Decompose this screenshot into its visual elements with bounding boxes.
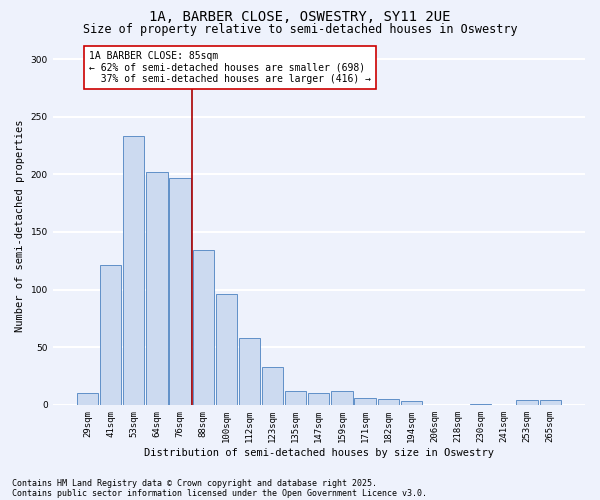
- Bar: [169, 178, 191, 405]
- Bar: [146, 172, 167, 405]
- Bar: [355, 398, 376, 405]
- Bar: [517, 400, 538, 405]
- Bar: [331, 391, 353, 405]
- Bar: [262, 367, 283, 405]
- Bar: [123, 136, 145, 405]
- Bar: [401, 402, 422, 405]
- Bar: [77, 394, 98, 405]
- Bar: [239, 338, 260, 405]
- Text: Size of property relative to semi-detached houses in Oswestry: Size of property relative to semi-detach…: [83, 22, 517, 36]
- X-axis label: Distribution of semi-detached houses by size in Oswestry: Distribution of semi-detached houses by …: [144, 448, 494, 458]
- Bar: [100, 266, 121, 405]
- Bar: [539, 400, 561, 405]
- Text: 1A BARBER CLOSE: 85sqm
← 62% of semi-detached houses are smaller (698)
  37% of : 1A BARBER CLOSE: 85sqm ← 62% of semi-det…: [89, 51, 371, 84]
- Text: Contains public sector information licensed under the Open Government Licence v3: Contains public sector information licen…: [12, 488, 427, 498]
- Text: 1A, BARBER CLOSE, OSWESTRY, SY11 2UE: 1A, BARBER CLOSE, OSWESTRY, SY11 2UE: [149, 10, 451, 24]
- Bar: [285, 391, 307, 405]
- Bar: [193, 250, 214, 405]
- Bar: [377, 399, 399, 405]
- Y-axis label: Number of semi-detached properties: Number of semi-detached properties: [15, 120, 25, 332]
- Bar: [308, 394, 329, 405]
- Text: Contains HM Land Registry data © Crown copyright and database right 2025.: Contains HM Land Registry data © Crown c…: [12, 478, 377, 488]
- Bar: [215, 294, 237, 405]
- Bar: [470, 404, 491, 405]
